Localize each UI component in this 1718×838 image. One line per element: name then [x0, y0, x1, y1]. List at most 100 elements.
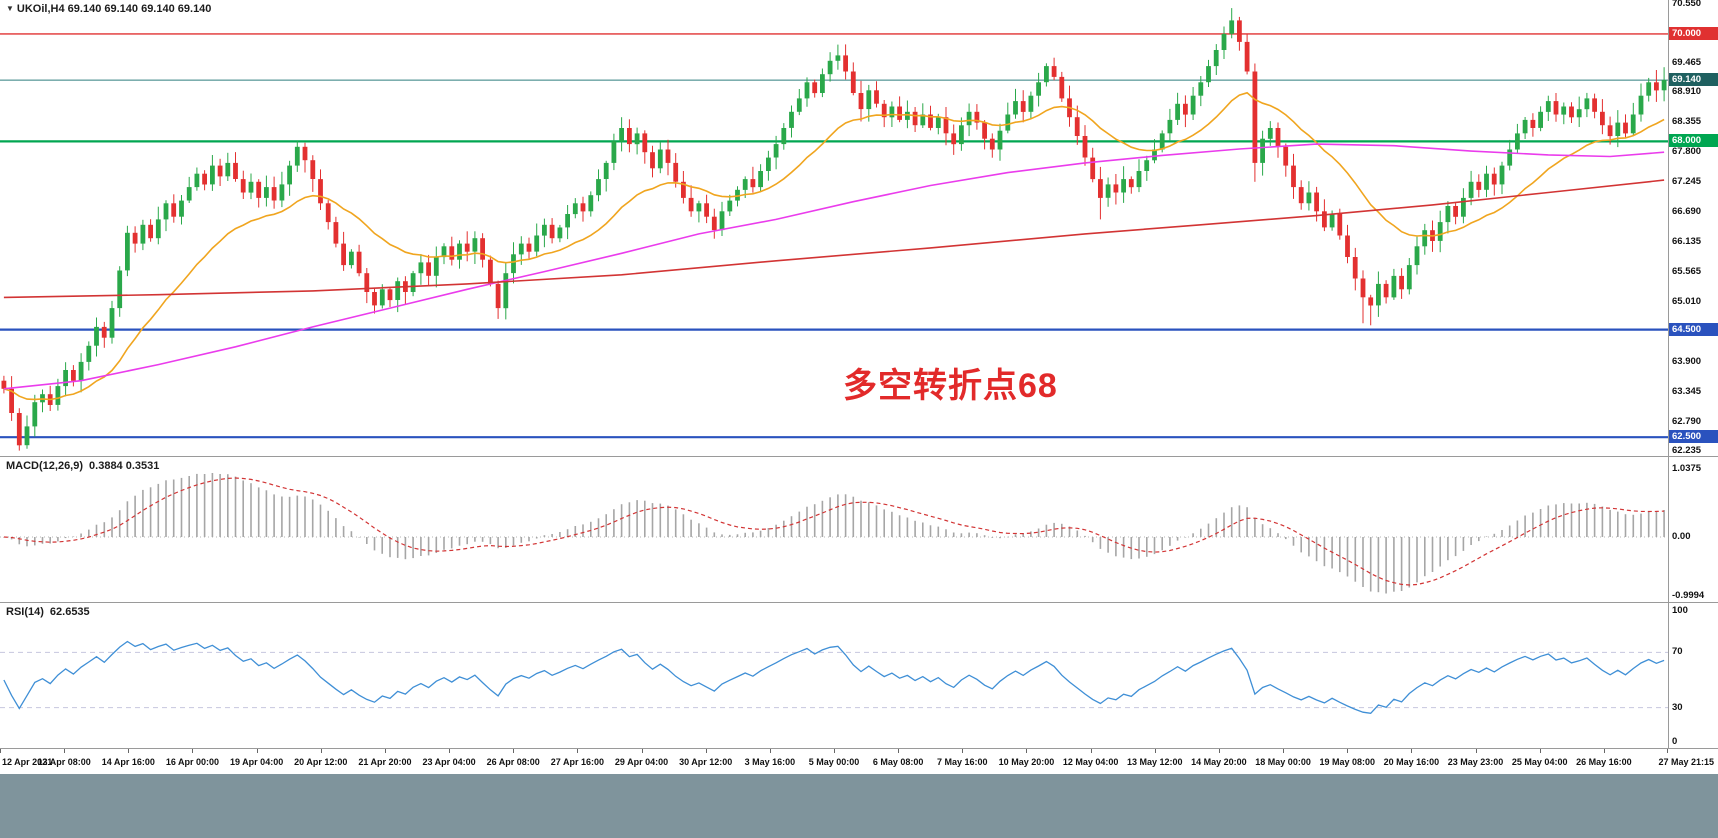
time-label: 18 May 00:00 [1255, 757, 1311, 767]
rsi-tick: 0 [1672, 736, 1678, 747]
time-tick [0, 749, 1, 753]
price-badge: 64.500 [1669, 322, 1718, 336]
time-label: 13 Apr 08:00 [37, 757, 91, 767]
rsi-tick: 100 [1672, 605, 1688, 616]
time-tick [834, 749, 835, 753]
main-chart-panel: 70.550 69.465 68.910 68.355 67.800 67.245 66.6… [0, 0, 1718, 456]
time-label: 10 May 20:00 [998, 757, 1055, 767]
time-label: 19 May 08:00 [1319, 757, 1375, 767]
time-tick [1026, 749, 1028, 753]
time-tick [1218, 749, 1220, 753]
time-tick [962, 749, 964, 753]
macd-tick: -0.9994 [1672, 590, 1705, 601]
price-tick: 68.355 [1672, 116, 1702, 128]
rsi-panel: 100 70 30 0 RSI(14) 62.6535 [0, 602, 1718, 748]
candles [1, 8, 1667, 451]
price-tick: 69.465 [1672, 56, 1702, 68]
time-label: 23 May 23:00 [1447, 757, 1504, 767]
time-tick [705, 749, 707, 753]
time-tick [1603, 749, 1605, 753]
time-label: 6 May 08:00 [872, 757, 924, 767]
price-tick: 62.235 [1672, 445, 1702, 457]
price-tick: 66.135 [1672, 235, 1702, 247]
slow-ma-line [3, 179, 1665, 299]
time-tick [513, 749, 515, 753]
macd-label: MACD(12,26,9) 0.3884 0.3531 [6, 460, 159, 472]
time-label: 19 Apr 04:00 [230, 757, 284, 767]
time-label: 12 Apr 2021 [2, 757, 53, 767]
price-tick: 65.565 [1672, 266, 1702, 278]
price-tick: 62.790 [1672, 415, 1702, 427]
macd-tick: 1.0375 [1672, 462, 1702, 474]
time-label: 27 May 21:15 [1658, 757, 1714, 767]
macd-signal-line [3, 477, 1665, 586]
time-label: 21 Apr 20:00 [358, 757, 412, 767]
rsi-label: RSI(14) 62.6535 [6, 606, 90, 618]
rsi-tick: 70 [1672, 646, 1683, 658]
price-badge: 68.000 [1669, 134, 1718, 148]
price-tick: 68.910 [1672, 86, 1702, 98]
time-label: 12 May 04:00 [1062, 757, 1119, 767]
price-axis[interactable]: 70.550 69.465 68.910 68.355 67.800 67.245 66.6… [1668, 0, 1718, 456]
time-tick [256, 749, 258, 753]
macd-canvas[interactable] [0, 457, 1668, 603]
macd-tick: 0.00 [1672, 531, 1691, 542]
rsi-value: 62.6535 [49, 606, 90, 618]
time-label: 25 May 04:00 [1511, 757, 1568, 767]
symbol-name: UKOil,H4 [16, 3, 65, 15]
time-tick [1090, 749, 1092, 753]
time-label: 16 Apr 00:00 [165, 757, 220, 767]
time-label: 13 May 12:00 [1126, 757, 1183, 767]
time-tick [320, 749, 322, 753]
time-label: 26 Apr 08:00 [486, 757, 540, 767]
time-label: 20 May 16:00 [1383, 757, 1440, 767]
time-label: 14 Apr 16:00 [101, 757, 155, 767]
time-tick [449, 749, 451, 753]
time-label: 5 May 00:00 [808, 757, 860, 767]
price-badge: 70.000 [1669, 26, 1718, 40]
time-label: 29 Apr 04:00 [614, 757, 669, 767]
time-label: 20 Apr 12:00 [294, 757, 348, 767]
time-tick [1411, 749, 1413, 753]
time-label: 14 May 20:00 [1191, 757, 1247, 767]
price-tick: 63.345 [1672, 385, 1702, 397]
fast-ma-line [3, 91, 1665, 401]
time-tick [64, 749, 66, 753]
time-tick [192, 749, 194, 753]
price-tick: 67.245 [1672, 176, 1702, 188]
macd-axis[interactable]: 1.0375 0.00 -0.9994 [1668, 457, 1718, 602]
bottom-bar [0, 774, 1718, 838]
rsi-levels [0, 651, 1668, 709]
time-label: 7 May 16:00 [937, 757, 988, 767]
price-tick: 67.800 [1672, 146, 1702, 158]
time-label: 30 Apr 12:00 [679, 757, 733, 767]
rsi-canvas[interactable] [0, 603, 1668, 749]
time-tick [1347, 749, 1349, 753]
price-chart-canvas[interactable] [0, 0, 1668, 456]
macd-histogram [3, 473, 1665, 594]
time-label: 23 Apr 04:00 [422, 757, 476, 767]
time-tick [128, 749, 130, 753]
price-tick: 63.900 [1672, 355, 1702, 367]
time-tick [384, 749, 386, 753]
time-label: 26 May 16:00 [1576, 757, 1632, 767]
symbol-info: ▼ UKOil,H4 69.140 69.140 69.140 69.140 [6, 3, 211, 15]
time-tick [577, 749, 579, 753]
price-tick: 65.010 [1672, 296, 1702, 308]
time-tick [1539, 749, 1541, 753]
horizontal-levels [0, 33, 1668, 439]
macd-name: MACD(12,26,9) [6, 460, 84, 472]
moving-averages [3, 91, 1665, 401]
price-tick: 70.550 [1672, 0, 1702, 10]
rsi-axis[interactable]: 100 70 30 0 [1668, 603, 1718, 748]
time-tick [769, 749, 771, 753]
mid-ma-line [3, 143, 1665, 390]
price-tick: 66.690 [1672, 205, 1702, 217]
time-label: 27 Apr 16:00 [550, 757, 604, 767]
price-badge: 69.140 [1669, 73, 1718, 87]
time-axis[interactable]: 12 Apr 2021 13 Apr 08:00 14 Apr 16:00 16 Ap… [0, 748, 1718, 774]
trend-annotation-text: 多空转折点68 [843, 367, 1058, 405]
time-tick [1283, 749, 1285, 753]
time-tick [1667, 749, 1668, 753]
